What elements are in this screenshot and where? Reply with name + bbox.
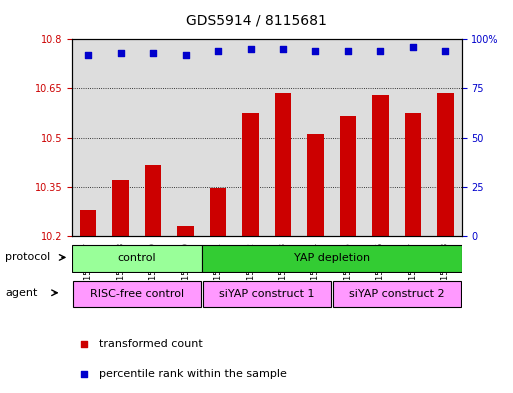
Text: YAP depletion: YAP depletion bbox=[293, 253, 370, 263]
Bar bbox=[112, 180, 129, 236]
Text: control: control bbox=[117, 253, 156, 263]
Text: siYAP construct 2: siYAP construct 2 bbox=[349, 289, 445, 299]
Text: transformed count: transformed count bbox=[99, 340, 203, 349]
Bar bbox=[169, 39, 202, 236]
Bar bbox=[333, 281, 461, 307]
Bar bbox=[145, 165, 161, 236]
Point bbox=[214, 48, 222, 54]
Text: RISC-free control: RISC-free control bbox=[90, 289, 184, 299]
Point bbox=[409, 44, 417, 50]
Bar bbox=[72, 245, 202, 272]
Bar bbox=[104, 39, 137, 236]
Bar bbox=[267, 39, 299, 236]
Bar bbox=[437, 93, 453, 236]
Bar bbox=[307, 134, 324, 236]
Bar bbox=[80, 209, 96, 236]
Bar bbox=[242, 113, 259, 236]
Bar bbox=[73, 281, 201, 307]
Point bbox=[116, 50, 125, 56]
Bar bbox=[137, 39, 169, 236]
Bar bbox=[202, 39, 234, 236]
Text: percentile rank within the sample: percentile rank within the sample bbox=[99, 369, 287, 379]
Point bbox=[441, 48, 449, 54]
Point bbox=[80, 341, 88, 347]
Bar bbox=[340, 116, 356, 236]
Bar bbox=[364, 39, 397, 236]
Bar bbox=[177, 226, 193, 236]
Bar bbox=[405, 113, 421, 236]
Point bbox=[84, 52, 92, 58]
Point bbox=[182, 52, 190, 58]
Point bbox=[149, 50, 157, 56]
Point bbox=[279, 46, 287, 52]
Bar bbox=[203, 281, 331, 307]
Text: protocol: protocol bbox=[5, 252, 50, 263]
Point bbox=[246, 46, 254, 52]
Bar bbox=[202, 245, 462, 272]
Bar bbox=[332, 39, 364, 236]
Bar bbox=[429, 39, 462, 236]
Bar bbox=[397, 39, 429, 236]
Bar bbox=[234, 39, 267, 236]
Text: agent: agent bbox=[5, 288, 37, 298]
Bar bbox=[210, 188, 226, 236]
Bar bbox=[372, 95, 389, 236]
Point bbox=[80, 371, 88, 377]
Point bbox=[377, 48, 385, 54]
Bar bbox=[275, 93, 291, 236]
Bar bbox=[72, 39, 104, 236]
Text: GDS5914 / 8115681: GDS5914 / 8115681 bbox=[186, 14, 327, 28]
Bar bbox=[299, 39, 332, 236]
Text: siYAP construct 1: siYAP construct 1 bbox=[219, 289, 314, 299]
Point bbox=[344, 48, 352, 54]
Point bbox=[311, 48, 320, 54]
